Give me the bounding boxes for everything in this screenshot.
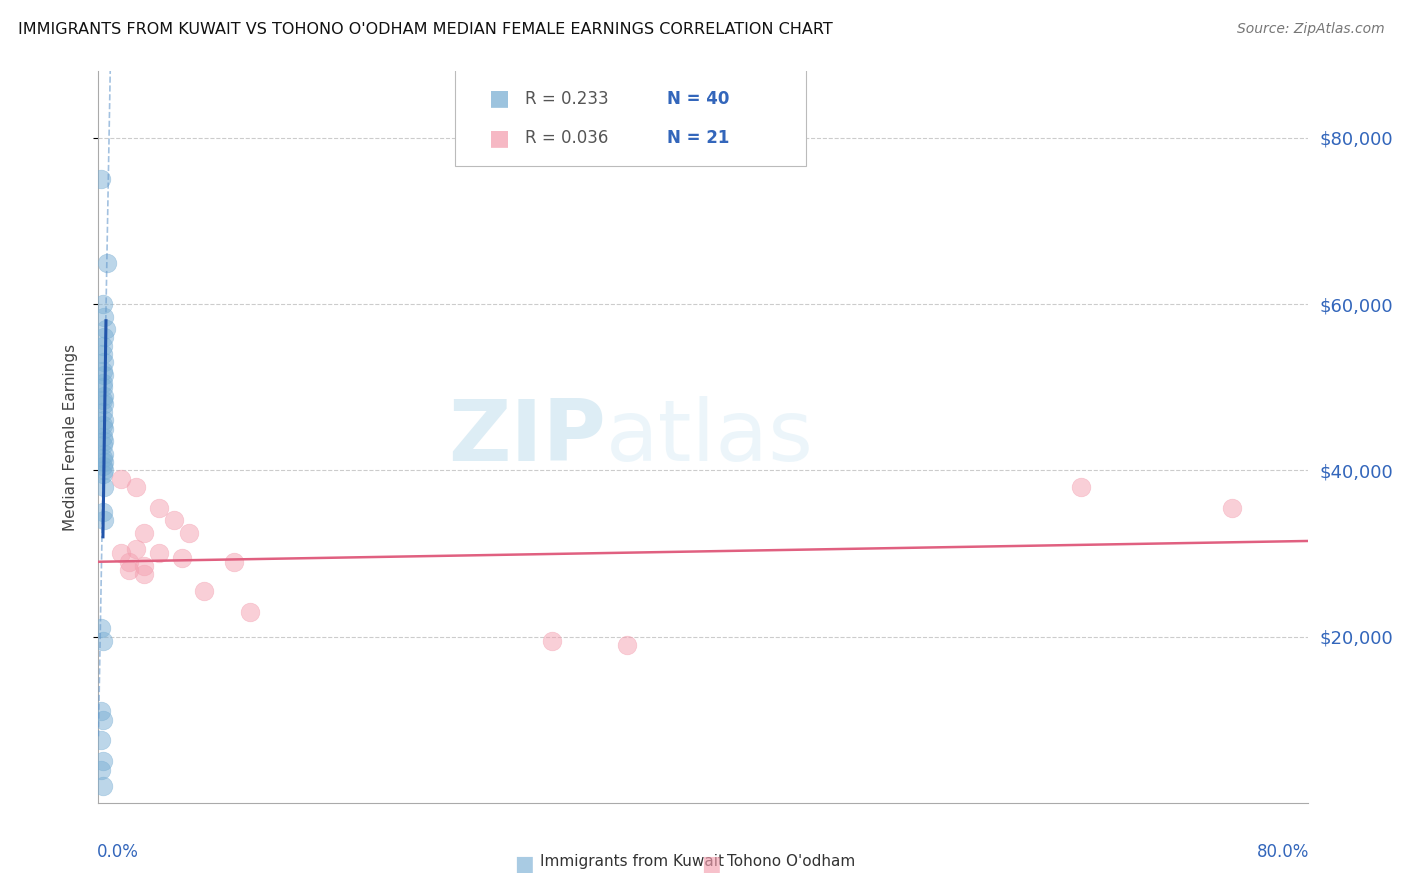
Point [224,555,246,569]
Point [179,525,201,540]
Point [93,388,115,402]
Text: atlas: atlas [606,395,814,479]
Point [1220,500,1243,515]
Point [93,447,115,461]
Point [540,633,562,648]
Point [125,480,148,494]
Point [110,546,132,560]
Point [91,459,114,474]
Point [90,172,112,186]
Point [93,310,115,324]
Text: ■: ■ [515,854,534,874]
Point [91,438,114,452]
Point [90,621,112,635]
Text: 0.0%: 0.0% [97,843,139,861]
Text: ■: ■ [489,128,510,148]
Point [616,638,638,652]
Text: ZIP: ZIP [449,395,606,479]
Y-axis label: Median Female Earnings: Median Female Earnings [63,343,77,531]
Text: Immigrants from Kuwait: Immigrants from Kuwait [540,854,724,869]
Point [110,472,132,486]
Point [91,713,114,727]
Point [132,525,155,540]
Point [91,633,114,648]
Point [91,779,114,793]
Point [91,505,114,519]
Point [93,355,115,369]
Point [94,322,117,336]
Point [132,567,155,582]
Point [93,330,115,344]
Text: Tohono O'odham: Tohono O'odham [727,854,855,869]
Text: ■: ■ [702,854,721,874]
Point [93,463,115,477]
Point [239,605,262,619]
Text: N = 21: N = 21 [666,129,730,147]
Point [93,368,115,382]
Point [93,455,115,469]
Point [170,550,193,565]
Point [91,380,114,394]
Point [91,376,114,390]
Point [90,733,112,747]
Point [91,467,114,482]
Text: 80.0%: 80.0% [1257,843,1309,861]
Point [148,500,170,515]
Point [93,434,115,449]
Point [93,480,115,494]
Point [132,558,155,573]
Point [91,417,114,432]
Point [91,450,114,465]
Point [93,422,115,436]
Point [91,363,114,377]
Point [93,413,115,427]
Point [91,754,114,768]
Point [91,392,114,407]
Point [118,563,141,577]
Point [90,763,112,777]
Point [96,255,118,269]
Point [91,347,114,361]
Point [125,542,148,557]
Text: N = 40: N = 40 [666,89,730,108]
Point [90,705,112,719]
Point [93,513,115,527]
Text: IMMIGRANTS FROM KUWAIT VS TOHONO O'ODHAM MEDIAN FEMALE EARNINGS CORRELATION CHAR: IMMIGRANTS FROM KUWAIT VS TOHONO O'ODHAM… [18,22,832,37]
Point [91,405,114,419]
Point [1070,480,1092,494]
Point [91,430,114,444]
FancyBboxPatch shape [456,68,806,167]
Point [91,338,114,352]
Point [193,583,215,598]
Point [148,546,170,560]
Text: Source: ZipAtlas.com: Source: ZipAtlas.com [1237,22,1385,37]
Text: R = 0.036: R = 0.036 [526,129,609,147]
Text: ■: ■ [489,88,510,109]
Point [91,297,114,311]
Point [118,555,141,569]
Text: R = 0.233: R = 0.233 [526,89,609,108]
Point [163,513,186,527]
Point [93,397,115,411]
